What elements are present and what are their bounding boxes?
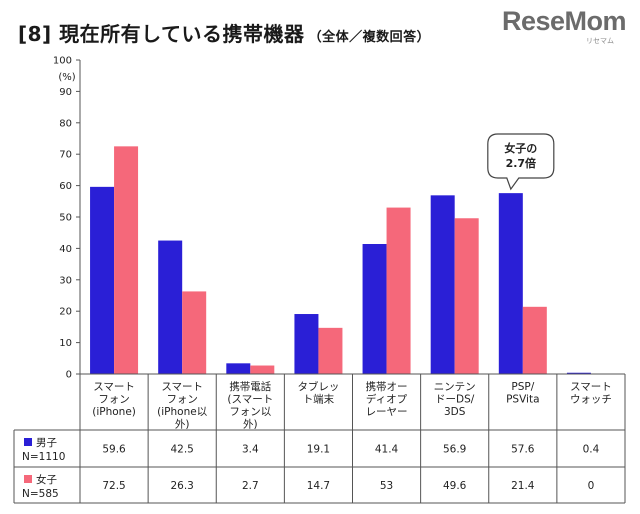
category-label: レーヤー (366, 406, 408, 418)
bar-male-7 (566, 372, 591, 374)
y-tick-label: 90 (59, 87, 72, 98)
data-label: 21.4 (511, 480, 535, 492)
category-label: 携帯オー (366, 380, 408, 393)
bar-male-5 (430, 195, 455, 374)
callout-label: 2.7倍 (506, 156, 537, 170)
bar-male-0 (90, 186, 115, 374)
bar-male-1 (158, 240, 183, 374)
category-label: スマート (93, 381, 135, 393)
data-label: 0 (588, 480, 595, 492)
bar-female-1 (182, 291, 207, 374)
category-label: 3DS (444, 406, 466, 418)
resemom-logo: ReseMom (501, 6, 627, 36)
bar-male-4 (362, 244, 387, 374)
legend-label: 女子 (36, 473, 57, 486)
data-label: 72.5 (102, 480, 125, 492)
bar-female-6 (522, 306, 547, 374)
data-label: 3.4 (242, 444, 259, 456)
y-tick-label: 70 (59, 150, 72, 161)
legend-n-label: N=1110 (22, 451, 65, 463)
category-label: ニンテン (434, 381, 476, 393)
bar-female-5 (454, 218, 479, 374)
category-label: PSP/ (511, 381, 534, 393)
category-label: 携帯電話 (229, 380, 271, 393)
y-unit-label: (%) (58, 72, 75, 83)
y-tick-label: 50 (59, 213, 72, 224)
category-label: フォン以 (229, 406, 271, 418)
data-label: 42.5 (170, 444, 193, 456)
legend-label: 男子 (36, 437, 57, 449)
category-label: 外) (175, 419, 190, 431)
callout-bubble (487, 133, 555, 191)
data-label: 14.7 (307, 480, 330, 492)
data-label: 0.4 (583, 444, 600, 456)
y-tick-label: 40 (59, 244, 72, 255)
data-label: 26.3 (170, 480, 193, 492)
category-label: フォン (98, 394, 130, 406)
data-label: 53 (380, 480, 393, 492)
bar-male-2 (226, 363, 251, 374)
category-label: (iPhone以 (157, 406, 208, 418)
data-label: 41.4 (375, 444, 399, 456)
y-tick-label: 0 (66, 370, 72, 381)
title-main: [8] 現在所有している携帯機器 (18, 22, 305, 46)
legend-n-label: N=585 (22, 488, 59, 500)
title-subtitle: （全体／複数回答） (308, 30, 431, 45)
data-label: 2.7 (242, 480, 259, 492)
bar-female-4 (386, 207, 411, 374)
y-tick-label: 30 (59, 275, 72, 286)
bar-female-2 (250, 365, 275, 374)
callout-label: 女子の (504, 141, 537, 155)
bar-female-3 (318, 327, 343, 374)
category-label: ドーDS/ (435, 394, 475, 406)
bar-male-3 (294, 314, 319, 374)
category-label: ディオプ (366, 393, 408, 406)
y-tick-label: 60 (59, 181, 72, 192)
y-tick-label: 100 (53, 56, 72, 67)
legend-swatch-female (24, 475, 32, 483)
category-label: (iPhone) (92, 406, 136, 418)
page-title: [8] 現在所有している携帯機器 （全体／複数回答） (18, 18, 430, 47)
category-label: スマート (161, 381, 203, 393)
bar-male-6 (498, 193, 523, 374)
bar-female-0 (114, 146, 139, 374)
category-label: ウォッチ (570, 394, 612, 406)
y-tick-label: 80 (59, 118, 72, 129)
y-tick-label: 20 (59, 307, 72, 318)
y-tick-label: 10 (59, 338, 72, 349)
data-label: 59.6 (102, 444, 126, 456)
category-label: ト端末 (303, 393, 335, 406)
data-label: 56.9 (443, 444, 466, 456)
category-label: (スマート (227, 394, 273, 406)
legend-swatch-male (24, 438, 32, 446)
data-label: 49.6 (443, 480, 467, 492)
category-label: スマート (570, 381, 612, 393)
data-label: 57.6 (511, 444, 535, 456)
resemom-logo-kana: リセマム (586, 37, 614, 45)
category-label: タブレッ (297, 380, 339, 393)
category-label: フォン (166, 394, 198, 406)
data-label: 19.1 (307, 444, 330, 456)
category-label: 外) (243, 419, 258, 431)
category-label: PSVita (506, 394, 539, 406)
